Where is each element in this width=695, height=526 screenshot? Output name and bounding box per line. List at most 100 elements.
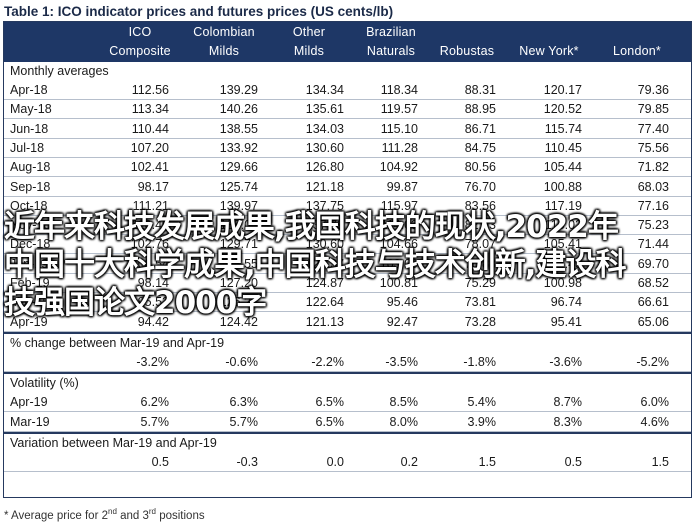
table-cell: 140.26 bbox=[219, 102, 258, 117]
table-cell: -3.5% bbox=[385, 354, 418, 369]
column-header-line: London* bbox=[613, 44, 661, 58]
table-cell: 138.00 bbox=[219, 218, 258, 233]
table-cell: 68.03 bbox=[637, 179, 669, 194]
table-cell: 100.88 bbox=[543, 179, 582, 194]
column-header-line: New York* bbox=[519, 44, 579, 58]
row-label: Sep-18 bbox=[10, 179, 51, 194]
table-cell: 137.79 bbox=[305, 218, 344, 233]
table-cell: 0.0 bbox=[326, 454, 344, 469]
table-cell: 66.61 bbox=[637, 295, 669, 310]
table-row: Apr-19 6.2% 6.3% 6.5% 8.5% 5.4% 8.7% 6.0% bbox=[4, 393, 691, 413]
table-cell: 102.41 bbox=[130, 160, 169, 175]
table-cell: 120.52 bbox=[543, 102, 582, 117]
table-row: Feb-19 98.14 127.20 124.87 100.81 75.29 100.98… bbox=[4, 274, 691, 293]
table-cell: 104.43 bbox=[543, 256, 582, 271]
table-cell: 68.52 bbox=[637, 276, 669, 290]
column-header-line: Milds bbox=[293, 44, 325, 58]
table-cell: 127.20 bbox=[219, 276, 258, 290]
table-cell: -1.8% bbox=[463, 354, 496, 369]
table-cell: 6.5% bbox=[315, 414, 345, 429]
column-header-line bbox=[547, 23, 551, 42]
table-cell: 114.03 bbox=[380, 218, 418, 233]
column-header-line bbox=[635, 23, 639, 42]
table-cell: 110.45 bbox=[544, 140, 582, 155]
table-cell: 118.34 bbox=[380, 83, 418, 97]
table-cell: 82.53 bbox=[464, 218, 496, 233]
table-cell: 137.75 bbox=[305, 198, 344, 213]
row-label: Apr-18 bbox=[10, 83, 48, 97]
footnote-sup-2: rd bbox=[148, 507, 157, 516]
table-row: Nov-18 110.40 138.00 137.79 114.03 82.53 113.0… bbox=[4, 216, 691, 236]
table-cell: 120.17 bbox=[543, 83, 582, 97]
table-cell: 111.28 bbox=[381, 140, 418, 155]
table-cell: 94.42 bbox=[137, 314, 169, 329]
row-label: Mar-19 bbox=[10, 295, 50, 310]
row-label: Apr-19 bbox=[10, 314, 48, 329]
table-cell: 77.16 bbox=[637, 198, 669, 213]
table-cell: 104.92 bbox=[379, 160, 418, 175]
section-divider bbox=[4, 331, 691, 334]
column-header-line bbox=[465, 23, 469, 42]
table-row: Apr-19 94.42 124.42 121.13 92.47 73.28 95.41 65… bbox=[4, 313, 691, 332]
table-cell: 76.88 bbox=[464, 256, 496, 271]
table-cell: 77.40 bbox=[637, 121, 669, 136]
section-heading: % change between Mar-19 and Apr-19 bbox=[10, 335, 225, 350]
row-label: Oct-18 bbox=[10, 198, 48, 213]
table-row: Mar-19 5.7% 5.7% 6.5% 8.0% 3.9% 8.3% 4.6% bbox=[4, 413, 691, 432]
table-cell: 129.71 bbox=[219, 237, 258, 252]
table-cell: 134.03 bbox=[305, 121, 344, 136]
table-row: Oct-18 111.21 139.97 137.75 115.97 83.56 117.1… bbox=[4, 197, 691, 216]
table-row: Aug-18 102.41 129.66 126.80 104.92 80.56 105.4… bbox=[4, 158, 691, 178]
table-cell: 128.55 bbox=[219, 256, 258, 271]
table-row: May-18 113.34 140.26 135.61 119.57 88.95 120.5… bbox=[4, 100, 691, 120]
table-cell: 71.44 bbox=[637, 237, 669, 252]
column-header-line: Milds bbox=[208, 44, 240, 58]
table-cell: 4.6% bbox=[640, 414, 670, 429]
section-divider bbox=[4, 431, 691, 434]
table-cell: 95.53 bbox=[137, 295, 169, 310]
table-cell: 124.87 bbox=[305, 276, 344, 290]
table-cell: 100.81 bbox=[379, 276, 418, 290]
table-row: Mar-19 95.53 126.24 122.64 95.46 73.81 96.74 66… bbox=[4, 293, 691, 313]
table-row: Jan-19 100.54 128.55 127.37 103.09 76.88 104.4… bbox=[4, 255, 691, 274]
table-cell: 103.09 bbox=[379, 256, 418, 271]
table-cell: 113.34 bbox=[131, 102, 169, 117]
table-cell: 86.71 bbox=[464, 121, 496, 136]
table-cell: 92.47 bbox=[386, 314, 418, 329]
table-cell: 117.19 bbox=[544, 198, 582, 213]
table-cell: 130.60 bbox=[305, 237, 344, 252]
table-cell: 6.2% bbox=[140, 395, 170, 410]
footnote-text-3: positions bbox=[156, 509, 205, 522]
table-cell: 110.44 bbox=[131, 121, 169, 136]
table-cell: 113.02 bbox=[544, 218, 582, 233]
footnote-sup: nd bbox=[108, 507, 117, 516]
table-cell: -5.2% bbox=[636, 354, 669, 369]
section-heading: Volatility (%) bbox=[10, 376, 79, 391]
table-cell: 127.37 bbox=[305, 256, 344, 271]
table-row: Sep-18 98.17 125.74 121.18 99.87 76.70 100.88 6… bbox=[4, 178, 691, 197]
table-cell: 6.5% bbox=[315, 395, 345, 410]
table-row: -3.2% -0.6% -2.2% -3.5% -1.8% -3.6% -5.2% bbox=[4, 353, 691, 372]
table-cell: 95.46 bbox=[386, 295, 418, 310]
row-label: Jul-18 bbox=[10, 140, 45, 155]
table-cell: 73.81 bbox=[464, 295, 496, 310]
table-cell: 111.21 bbox=[132, 198, 169, 213]
table-cell: 110.40 bbox=[131, 218, 169, 233]
column-header-line: Colombian bbox=[193, 25, 255, 39]
table-cell: 138.55 bbox=[219, 121, 258, 136]
column-header-line: Brazilian bbox=[366, 25, 416, 39]
table-cell: 5.7% bbox=[140, 414, 170, 429]
section-divider bbox=[4, 372, 691, 375]
table-cell: 75.29 bbox=[464, 276, 496, 290]
table-cell: 65.06 bbox=[637, 314, 669, 329]
row-label: May-18 bbox=[10, 102, 52, 117]
table-cell: 100.98 bbox=[543, 276, 582, 290]
price-table: ICO Composite Colombian Milds Other Milds Braz… bbox=[3, 21, 692, 498]
table-cell: -3.2% bbox=[136, 354, 169, 369]
column-header: Brazilian Naturals bbox=[349, 22, 433, 62]
table-cell: 0.2 bbox=[400, 454, 418, 469]
footnote-text: * Average price for 2 bbox=[4, 509, 108, 522]
table-cell: 8.3% bbox=[553, 414, 583, 429]
table-cell: 8.7% bbox=[553, 395, 583, 410]
table-cell: 119.57 bbox=[380, 102, 418, 117]
